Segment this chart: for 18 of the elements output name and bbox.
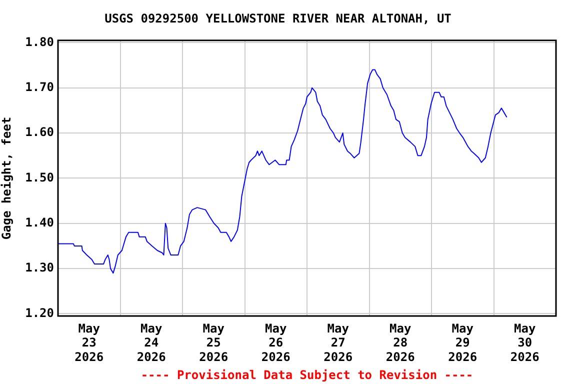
y-tick-label: 1.70 [25, 80, 54, 94]
y-tick-label: 1.50 [25, 170, 54, 184]
x-tick-label: May 27 2026 [324, 321, 353, 364]
x-tick-label: May 25 2026 [199, 321, 228, 364]
y-tick-label: 1.40 [25, 216, 54, 230]
x-tick-label: May 24 2026 [136, 321, 166, 364]
y-tick-label: 1.20 [25, 306, 54, 320]
x-tick-label: May 23 2026 [74, 321, 104, 364]
chart-title: USGS 09292500 YELLOWSTONE RIVER NEAR ALTONAH, UT [104, 11, 452, 26]
x-tick-label: May 26 2026 [261, 321, 290, 364]
x-tick-label: May 30 2026 [510, 321, 540, 364]
y-tick-label: 1.60 [25, 125, 54, 140]
text: ---- Provisional Data Subject to Revision ---- [140, 368, 474, 382]
x-tick-label: May 28 2026 [386, 321, 415, 364]
y-tick-label: 1.30 [25, 260, 54, 275]
y-axis-title: Gage height, feet [0, 116, 14, 240]
x-tick-label: May 29 2026 [448, 321, 478, 364]
y-tick-label: 1.80 [25, 34, 54, 49]
